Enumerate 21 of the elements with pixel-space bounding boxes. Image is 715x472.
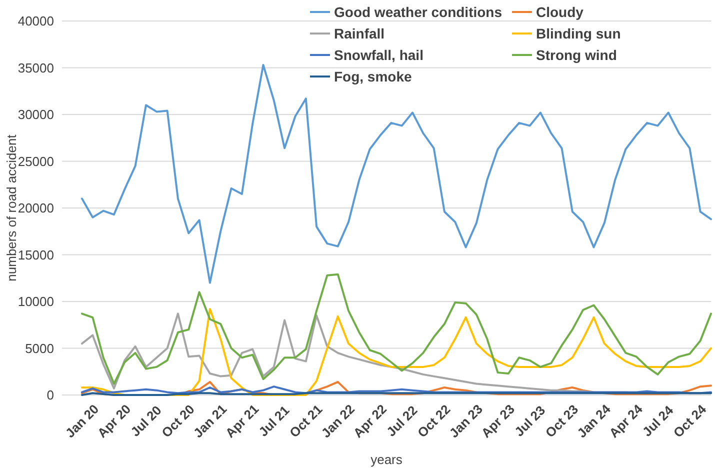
y-tick-label: 25000 xyxy=(18,154,54,169)
y-tick-label: 30000 xyxy=(18,107,54,122)
legend-label: Good weather conditions xyxy=(334,4,502,20)
y-tick-label: 10000 xyxy=(18,294,54,310)
legend-label: Strong wind xyxy=(536,46,617,63)
y-axis-title: numbers of road accident xyxy=(4,134,19,282)
line-series xyxy=(81,64,712,284)
y-tick-label: 35000 xyxy=(18,60,54,76)
y-tick-label: 15000 xyxy=(18,247,54,262)
legend-label: Rainfall xyxy=(334,25,385,42)
y-tick-label: 5000 xyxy=(25,340,54,356)
line-series xyxy=(81,386,712,394)
legend-label: Blinding sun xyxy=(536,25,621,42)
x-axis-title: years xyxy=(370,452,403,467)
y-tick-label: 20000 xyxy=(18,200,54,216)
line-series xyxy=(81,273,712,385)
y-tick-label: 40000 xyxy=(18,14,54,29)
legend-label: Snowfall, hail xyxy=(334,46,424,63)
legend-label: Fog, smoke xyxy=(334,68,412,84)
legend-label: Cloudy xyxy=(536,4,584,20)
y-tick-label: 0 xyxy=(46,388,54,403)
